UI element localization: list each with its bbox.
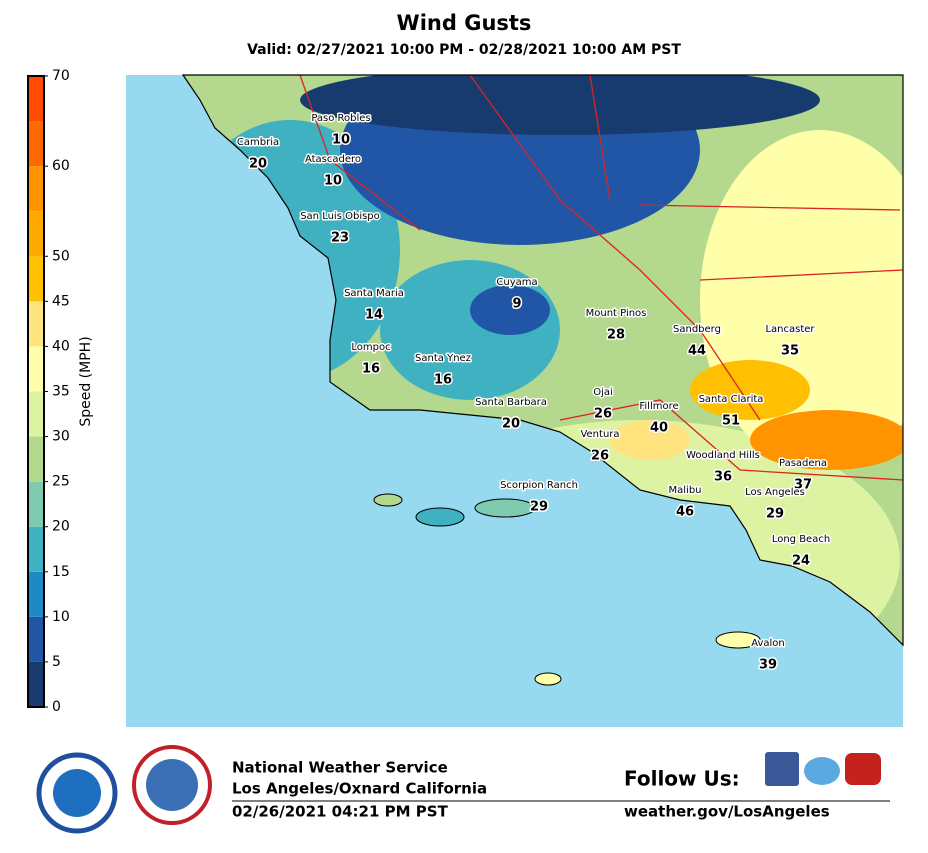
- city-name: Malibu: [669, 485, 702, 496]
- city-name: Sandberg: [673, 324, 721, 335]
- color-band: [28, 436, 44, 482]
- gust-value: 26: [594, 407, 612, 422]
- gust-value: 44: [688, 344, 706, 359]
- city-name: Santa Clarita: [699, 394, 764, 405]
- city-name: Cuyama: [496, 277, 537, 288]
- color-band: [28, 211, 44, 257]
- gust-value: 28: [607, 328, 625, 343]
- colorbar: 0 5 10 15 20 25 30 35 40 45 50 60 70 Speed (MPH): [27, 68, 94, 715]
- city-name: Atascadero: [305, 154, 361, 165]
- city-name: Lancaster: [765, 324, 815, 335]
- color-band: [28, 391, 44, 437]
- city-name: Fillmore: [639, 401, 678, 412]
- city-name: Woodland Hills: [686, 450, 760, 461]
- tick-label: 25: [52, 474, 70, 490]
- islands: [373, 493, 761, 686]
- gust-value: 39: [759, 658, 777, 673]
- tick-label: 10: [52, 609, 70, 625]
- color-band: [28, 346, 44, 392]
- city-name: Lompoc: [351, 342, 390, 353]
- city-name: Santa Barbara: [475, 397, 547, 408]
- color-band: [28, 166, 44, 212]
- color-band: [28, 526, 44, 572]
- twitter-icon[interactable]: [804, 757, 840, 785]
- tick-label: 60: [52, 158, 70, 174]
- tick-label: 30: [52, 429, 70, 445]
- issued: 02/26/2021 04:21 PM PST: [232, 803, 449, 821]
- city-name: San Luis Obispo: [300, 211, 380, 222]
- color-band: [28, 76, 44, 122]
- city-name: Santa Maria: [344, 288, 404, 299]
- city-labels: Paso Robles 10 Cambria 20 Atascadero 10 San Lu…: [235, 112, 831, 675]
- color-band: [28, 571, 44, 617]
- gust-value: 51: [722, 414, 740, 429]
- gust-value: 23: [331, 231, 349, 246]
- office: Los Angeles/Oxnard California: [232, 780, 487, 798]
- colorbar-label: Speed (MPH): [78, 336, 94, 426]
- follow: Follow Us:: [624, 767, 740, 791]
- footer: National Weather Service Los Angeles/Oxn…: [36, 745, 890, 834]
- color-band: [28, 256, 44, 302]
- gust-value: 10: [332, 133, 350, 148]
- subtitle: Valid: 02/27/2021 10:00 PM - 02/28/2021 …: [247, 42, 681, 58]
- color-band: [28, 661, 44, 707]
- title: Wind Gusts: [397, 11, 532, 35]
- gust-value: 29: [530, 500, 548, 515]
- city-name: Long Beach: [772, 534, 830, 545]
- gust-value: 29: [766, 507, 784, 522]
- nws-logo-inner: [146, 759, 198, 811]
- tick-label: 5: [52, 654, 61, 670]
- gust-value: 35: [781, 344, 799, 359]
- color-band: [28, 121, 44, 167]
- gust-value: 20: [502, 417, 520, 432]
- tick-label: 35: [52, 384, 70, 400]
- tick-label: 0: [52, 699, 61, 715]
- color-band: [28, 481, 44, 527]
- city-name: Avalon: [751, 638, 785, 649]
- city-name: Mount Pinos: [586, 308, 647, 319]
- tick-label: 45: [52, 293, 70, 309]
- land: [183, 75, 903, 645]
- gust-value: 36: [714, 470, 732, 485]
- url[interactable]: weather.gov/LosAngeles: [624, 803, 830, 821]
- tick-label: 20: [52, 519, 70, 535]
- color-band: [28, 616, 44, 662]
- gust-value: 9: [512, 297, 521, 312]
- tick-label: 50: [52, 248, 70, 264]
- city-name: Scorpion Ranch: [500, 480, 578, 491]
- city-name: Ventura: [580, 429, 619, 440]
- city-name: Los Angeles: [745, 487, 805, 498]
- org: National Weather Service: [232, 759, 448, 777]
- gust-value: 37: [794, 478, 812, 493]
- gust-value: 46: [676, 505, 694, 520]
- city-name: Santa Ynez: [415, 353, 471, 364]
- tick-label: 40: [52, 338, 70, 354]
- tick-label: 70: [52, 68, 70, 84]
- youtube-icon[interactable]: [845, 753, 881, 785]
- facebook-icon[interactable]: [765, 752, 799, 786]
- gust-value: 16: [362, 362, 380, 377]
- gust-value: 16: [434, 373, 452, 388]
- city-name: Paso Robles: [311, 113, 370, 124]
- gust-value: 20: [249, 157, 267, 172]
- city-name: Cambria: [237, 137, 279, 148]
- city-name: Pasadena: [779, 458, 827, 469]
- noaa-logo-inner: [53, 769, 101, 817]
- city-name: Ojai: [593, 387, 613, 398]
- gust-value: 10: [324, 174, 342, 189]
- tick-label: 15: [52, 564, 70, 580]
- color-band: [28, 301, 44, 347]
- gust-value: 26: [591, 449, 609, 464]
- gust-value: 40: [650, 421, 668, 436]
- gust-value: 14: [365, 308, 383, 323]
- gust-value: 24: [792, 554, 810, 569]
